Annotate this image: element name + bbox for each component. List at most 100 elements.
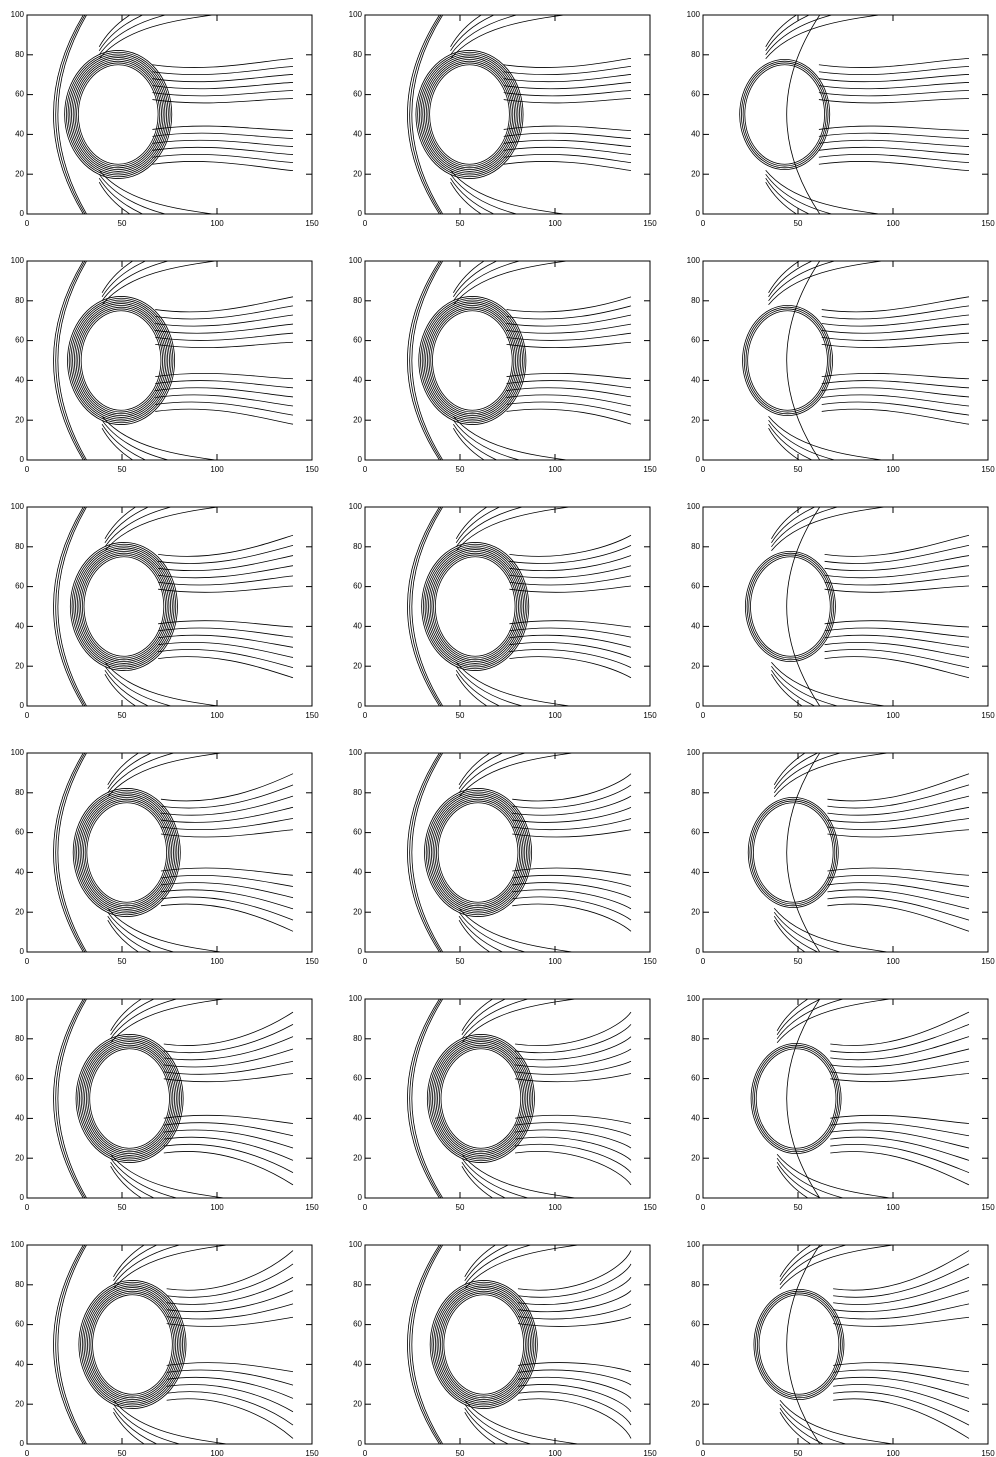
contour-line (459, 920, 702, 979)
contour-line (512, 830, 631, 837)
contour-line (507, 315, 631, 326)
contour-line (787, 989, 827, 1208)
contour-panel: 050100150020406080100 (349, 726, 703, 979)
contour-line (825, 545, 969, 563)
contour-line (507, 381, 631, 388)
y-tick-label: 60 (15, 1074, 24, 1083)
contour-line (462, 981, 679, 1035)
contour-line (515, 1073, 631, 1081)
contour-line (74, 546, 174, 667)
y-tick-label: 0 (696, 455, 701, 464)
y-tick-label: 20 (353, 169, 362, 178)
contour-line (79, 309, 162, 412)
contour-line (440, 1291, 527, 1398)
contour-line (164, 1115, 293, 1123)
contour-line (75, 61, 162, 168)
contour-line (462, 972, 705, 1031)
contour-line (456, 480, 699, 539)
x-tick-label: 0 (701, 219, 706, 228)
y-tick-label: 20 (353, 415, 362, 424)
contour-line (429, 307, 516, 414)
contour-line (99, 0, 316, 51)
contour-line (73, 788, 180, 916)
contour-line (819, 99, 969, 103)
contour-line (77, 792, 177, 913)
contour-line (88, 1047, 171, 1150)
y-tick-label: 80 (353, 1034, 362, 1043)
y-tick-label: 80 (691, 296, 700, 305)
contour-line (827, 904, 969, 931)
y-tick-label: 40 (15, 130, 24, 139)
contour-line (822, 381, 969, 388)
contour-line (113, 1235, 303, 1285)
contour-line (753, 1045, 840, 1152)
contour-line (79, 551, 169, 661)
x-tick-label: 150 (981, 465, 995, 474)
contour-line (434, 1284, 534, 1405)
x-tick-label: 100 (548, 711, 562, 720)
contour-panel: 050100150020406080100 (687, 972, 996, 1225)
y-tick-label: 60 (691, 828, 700, 837)
contour-line (111, 1166, 354, 1225)
contour-line (787, 5, 827, 224)
contour-line (442, 1293, 525, 1396)
contour-line (777, 989, 967, 1039)
x-tick-label: 150 (305, 957, 319, 966)
y-tick-label: 40 (691, 130, 700, 139)
contour-line (745, 551, 835, 661)
contour-line (81, 311, 161, 411)
contour-line (822, 409, 969, 424)
contour-line (155, 315, 293, 326)
contour-line (427, 305, 517, 415)
contour-line (822, 333, 969, 340)
contour-line (746, 309, 829, 412)
contour-line (769, 234, 996, 293)
contour-line (749, 555, 832, 658)
contour-line (428, 63, 511, 166)
contour-line (453, 428, 696, 487)
x-tick-label: 0 (363, 219, 368, 228)
y-tick-label: 60 (691, 336, 700, 345)
x-tick-label: 0 (25, 465, 30, 474)
contour-line (81, 1282, 185, 1407)
contour-line (825, 535, 969, 556)
contour-line (456, 674, 699, 733)
contour-line (155, 395, 293, 406)
y-tick-label: 20 (15, 1399, 24, 1408)
x-tick-label: 0 (363, 465, 368, 474)
y-tick-label: 80 (15, 1280, 24, 1289)
y-tick-label: 20 (353, 907, 362, 916)
contour-line (822, 306, 969, 319)
contour-line (152, 74, 293, 81)
contour-line (87, 1289, 177, 1399)
y-tick-label: 0 (696, 1439, 701, 1448)
contour-line (434, 1042, 527, 1156)
contour-line (433, 797, 523, 907)
contour-line (825, 650, 969, 668)
contour-line (774, 916, 991, 970)
contour-line (833, 1399, 969, 1439)
x-tick-label: 100 (886, 1203, 900, 1212)
contour-line (86, 1045, 173, 1152)
contour-line (819, 154, 969, 162)
y-tick-label: 60 (691, 90, 700, 99)
contour-line (81, 1040, 178, 1157)
y-tick-label: 20 (691, 661, 700, 670)
contour-line (77, 550, 170, 664)
x-tick-label: 100 (886, 219, 900, 228)
contour-line (504, 161, 631, 170)
contour-line (504, 99, 631, 103)
contour-line (87, 803, 167, 903)
contour-line (76, 305, 166, 415)
contour-line (756, 1291, 843, 1398)
contour-line (819, 147, 969, 154)
contour-line (56, 251, 91, 470)
contour-line (453, 420, 643, 470)
contour-line (754, 1047, 837, 1150)
contour-line (423, 58, 516, 172)
contour-line (507, 402, 631, 415)
contour-line (158, 586, 293, 592)
contour-line (113, 1412, 356, 1457)
contour-line (113, 1218, 356, 1277)
